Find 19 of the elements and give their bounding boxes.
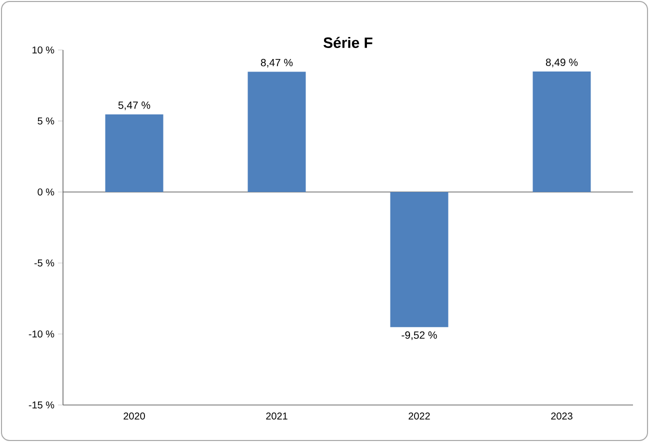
data-label: -9,52 % <box>402 331 437 340</box>
bar <box>105 114 164 192</box>
chart-title: Série F <box>324 36 372 48</box>
bar <box>248 72 306 192</box>
x-tick-label: 2020 <box>124 412 145 420</box>
bar <box>390 192 448 328</box>
y-tick-label: 5 % <box>38 117 54 124</box>
x-tick-label: 2021 <box>266 412 288 420</box>
data-label: 8,47 % <box>260 58 293 68</box>
data-label: 5,47 % <box>118 102 150 110</box>
y-tick-label: 0 % <box>38 188 54 196</box>
y-tick-label: 10 % <box>32 46 54 54</box>
data-label: 8,49 % <box>546 58 578 68</box>
y-tick-label: -10 % <box>28 330 54 338</box>
y-tick-label: -5 % <box>34 259 54 266</box>
y-tick-label: -15 % <box>28 401 54 408</box>
bar <box>532 71 591 192</box>
x-tick-label: 2023 <box>551 412 572 420</box>
x-tick-label: 2022 <box>408 412 430 420</box>
